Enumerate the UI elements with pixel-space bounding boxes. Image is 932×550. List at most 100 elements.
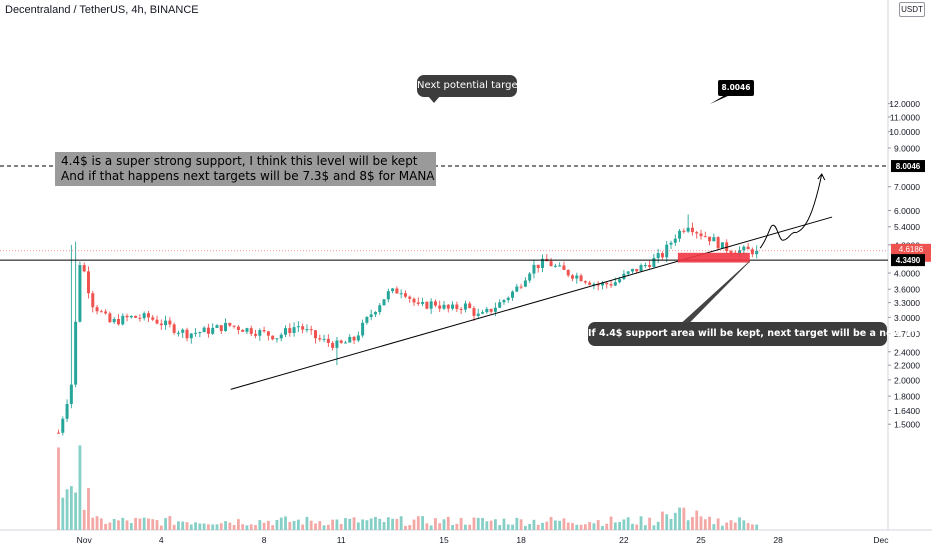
volume-bar	[91, 517, 95, 530]
volume-bar	[82, 509, 86, 530]
candle-body	[296, 326, 300, 328]
support-zone[interactable]	[677, 252, 750, 263]
volume-bar	[446, 516, 450, 530]
candle-body	[485, 308, 489, 313]
candle-body	[108, 313, 112, 323]
volume-bar	[399, 516, 403, 530]
next-target-callout-pointer	[428, 96, 440, 103]
candle-body	[408, 296, 412, 299]
candle-body	[493, 307, 497, 312]
volume-bar	[382, 522, 386, 530]
candle-body	[549, 261, 553, 267]
y-tick-label: 1.8000	[894, 392, 920, 402]
candle-body	[343, 342, 347, 344]
volume-bar	[476, 517, 480, 530]
volume-bar	[755, 524, 759, 530]
volume-bar	[404, 525, 407, 530]
volume-bar	[309, 520, 313, 530]
volume-bar	[596, 520, 600, 530]
currency-tag[interactable]: USDT	[899, 2, 925, 17]
candle-body	[472, 308, 476, 316]
last-price-label: 4.6186	[899, 245, 924, 254]
volume-bar	[232, 524, 236, 530]
volume-bar	[571, 523, 574, 530]
candle-body	[125, 315, 129, 318]
candle-body	[489, 308, 493, 312]
y-tick-label: 11.0000	[890, 113, 920, 123]
candle-body	[57, 432, 60, 434]
volume-bar	[168, 516, 172, 530]
volume-bar	[147, 518, 150, 530]
candle-body	[716, 237, 720, 249]
candle-body	[146, 313, 150, 318]
candle-body	[532, 264, 536, 274]
candle-body	[686, 227, 690, 232]
volume-bar	[305, 516, 309, 530]
volume-bar	[185, 522, 189, 530]
candle-body	[215, 325, 219, 328]
x-tick-label: 18	[516, 535, 526, 545]
volume-bar	[729, 520, 733, 530]
candle-body	[219, 325, 223, 332]
trendline[interactable]	[230, 216, 833, 390]
candle-body	[682, 230, 686, 232]
candle-body	[639, 265, 643, 272]
volume-bar	[369, 518, 373, 530]
analysis-note: 4.4$ is a super strong support, I think …	[55, 152, 436, 186]
candle-body	[609, 284, 613, 286]
candle-body	[438, 305, 442, 309]
volume-bar	[142, 517, 146, 530]
candle-body	[523, 280, 527, 287]
candle-body	[708, 236, 712, 242]
y-tick-label: 1.5000	[894, 420, 920, 430]
volume-bar	[622, 519, 626, 530]
volume-bar	[618, 521, 622, 530]
candle-body	[446, 304, 450, 309]
candle-body	[138, 317, 142, 319]
candle-body	[541, 258, 545, 269]
candle-body	[429, 301, 433, 309]
volume-bar	[682, 507, 686, 530]
volume-bar	[751, 524, 754, 530]
volume-bar	[95, 516, 99, 530]
candle-body	[605, 282, 609, 285]
candle-body	[335, 340, 339, 348]
candle-body	[575, 275, 579, 279]
candle-body	[181, 329, 185, 333]
volume-bar	[296, 519, 300, 530]
volume-bar	[673, 512, 677, 530]
volume-bar	[198, 523, 202, 530]
volume-bar	[322, 525, 326, 530]
x-tick-label: 22	[619, 535, 629, 545]
projection-path[interactable]	[759, 173, 823, 249]
y-tick-label: 3.3000	[894, 298, 920, 308]
volume-bar	[108, 522, 112, 530]
candle-body	[391, 288, 395, 292]
volume-bar	[532, 519, 536, 530]
candle-body	[292, 327, 296, 334]
volume-bar	[669, 518, 673, 530]
candle-body	[519, 286, 523, 288]
level-price-label-bg	[891, 254, 925, 267]
candle-body	[194, 332, 198, 334]
volume-bar	[78, 445, 82, 530]
volume-bar	[708, 516, 711, 530]
volume-bar	[258, 520, 262, 530]
volume-bar	[202, 523, 206, 530]
volume-bar	[74, 492, 78, 530]
volume-bar	[412, 519, 416, 530]
volume-bar	[494, 519, 497, 530]
candle-body	[571, 275, 574, 279]
volume-bar	[121, 517, 125, 530]
volume-bar	[365, 520, 369, 530]
volume-bar	[356, 522, 360, 530]
volume-bar	[716, 518, 720, 530]
volume-bar	[241, 524, 245, 530]
volume-bar	[99, 518, 103, 530]
candle-body	[168, 320, 172, 325]
x-tick-label: 11	[337, 535, 346, 545]
volume-bar	[177, 521, 180, 530]
volume-bar	[284, 516, 287, 530]
